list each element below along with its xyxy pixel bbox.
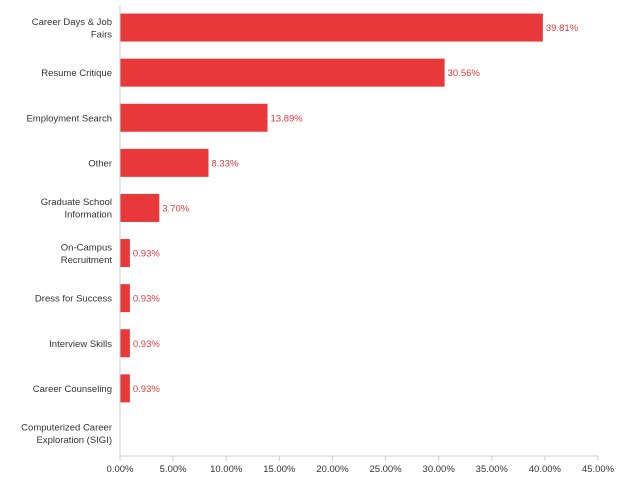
x-tick-label: 25.00% xyxy=(369,464,402,475)
data-label: 8.33% xyxy=(211,158,238,169)
category-label: Computerized Career Exploration (SIGI) xyxy=(21,423,112,447)
category-label-line: Fairs xyxy=(91,29,112,40)
category-label: Graduate School Information xyxy=(41,197,112,221)
data-label: 3.70% xyxy=(162,203,189,214)
category-label: Other xyxy=(88,158,112,169)
data-label: 0.93% xyxy=(133,384,160,395)
category-label-line: Exploration (SIGI) xyxy=(37,435,113,446)
bar xyxy=(120,329,130,358)
category-label: Interview Skills xyxy=(49,339,112,350)
data-label: 30.56% xyxy=(448,68,481,79)
x-tick-label: 20.00% xyxy=(316,464,349,475)
category-label: Career Days & Job Fairs xyxy=(32,17,113,41)
category-label-line: Recruitment xyxy=(61,255,113,266)
x-tick-label: 10.00% xyxy=(210,464,243,475)
data-label: 0.93% xyxy=(133,339,160,350)
bar xyxy=(120,148,209,177)
bar xyxy=(120,103,268,132)
data-label: 0.93% xyxy=(133,294,160,305)
category-label-line: Dress for Success xyxy=(35,294,112,305)
category-label-line: Career Days & Job xyxy=(32,17,112,28)
bar xyxy=(120,284,130,313)
category-label-line: Career Counseling xyxy=(33,384,112,395)
x-tick-label: 45.00% xyxy=(582,464,615,475)
data-label: 39.81% xyxy=(546,23,579,34)
x-tick-label: 0.00% xyxy=(107,464,134,475)
x-tick-label: 15.00% xyxy=(263,464,296,475)
x-tick-label: 35.00% xyxy=(476,464,509,475)
bar xyxy=(120,13,543,42)
category-label-line: Computerized Career xyxy=(21,423,112,434)
category-label-line: Resume Critique xyxy=(41,68,112,79)
x-tick-label: 30.00% xyxy=(423,464,456,475)
x-tick-label: 5.00% xyxy=(160,464,187,475)
data-label: 13.89% xyxy=(271,113,304,124)
category-label: On-Campus Recruitment xyxy=(61,242,113,265)
data-label: 0.93% xyxy=(133,249,160,260)
category-label-line: Employment Search xyxy=(26,113,112,124)
category-label: Career Counseling xyxy=(33,384,112,395)
category-label-line: On-Campus xyxy=(61,242,112,253)
category-label-line: Information xyxy=(64,210,112,221)
bar xyxy=(120,193,160,222)
category-label-line: Graduate School xyxy=(41,197,112,208)
category-label: Employment Search xyxy=(26,113,112,124)
category-label: Dress for Success xyxy=(35,294,112,305)
category-label-line: Other xyxy=(88,158,112,169)
category-label-line: Interview Skills xyxy=(49,339,112,350)
bar xyxy=(120,239,130,268)
bar xyxy=(120,58,445,87)
category-label: Resume Critique xyxy=(41,68,112,79)
x-tick-label: 40.00% xyxy=(529,464,562,475)
bar xyxy=(120,374,130,403)
